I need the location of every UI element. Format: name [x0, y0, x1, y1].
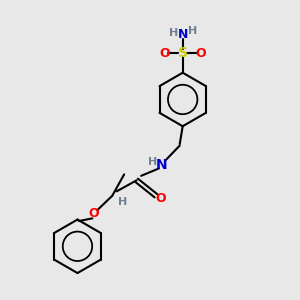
Text: H: H [118, 197, 127, 207]
Text: H: H [188, 26, 197, 36]
Text: O: O [88, 207, 99, 220]
Text: N: N [156, 158, 168, 172]
Text: O: O [196, 47, 206, 60]
Text: O: O [159, 47, 169, 60]
Text: O: O [155, 192, 166, 205]
Text: H: H [169, 28, 178, 38]
Text: H: H [148, 157, 158, 166]
Text: N: N [178, 28, 188, 41]
Text: S: S [178, 46, 188, 60]
